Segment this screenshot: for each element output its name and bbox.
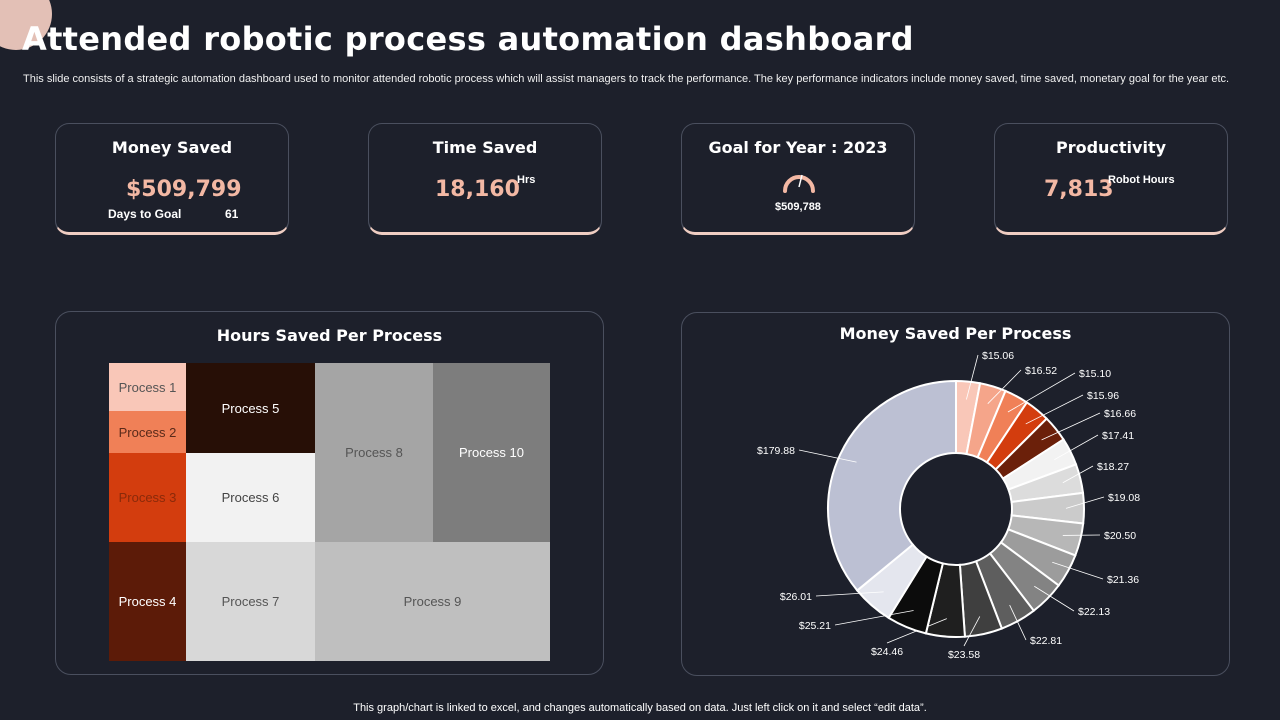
donut-leader-line — [1025, 394, 1084, 425]
treemap-cell-process-4[interactable]: Process 4 — [109, 542, 186, 661]
kpi-value: $509,799 — [126, 177, 242, 202]
treemap-cell-process-3[interactable]: Process 3 — [109, 453, 186, 542]
donut-leader-line — [798, 449, 857, 463]
kpi-unit: Hrs — [517, 174, 536, 186]
donut-leader-line — [1007, 372, 1076, 413]
footer-note: This graph/chart is linked to excel, and… — [353, 702, 927, 714]
donut-data-label: $16.66 — [1104, 408, 1136, 420]
donut-data-label: $19.08 — [1108, 492, 1140, 504]
donut-data-label: $15.06 — [982, 350, 1014, 362]
donut-leader-line — [1052, 561, 1104, 580]
goal-value: $509,788 — [775, 201, 821, 213]
treemap-cell-process-10[interactable]: Process 10 — [433, 363, 550, 542]
kpi-value: 18,160 — [435, 177, 520, 202]
kpi-value: 7,813 — [1044, 177, 1114, 202]
donut-leader-line — [1041, 412, 1101, 441]
treemap-cell-process-7[interactable]: Process 7 — [186, 542, 315, 661]
donut-data-label: $179.88 — [757, 445, 795, 457]
kpi-title: Time Saved — [432, 138, 538, 157]
donut-leader-line — [815, 591, 884, 597]
donut-chart: $15.06 $16.52 $15.10 $15.96 $16.66 $17.41 $18.… — [757, 350, 1140, 661]
donut-leader-line — [1054, 434, 1099, 461]
donut-data-label: $20.50 — [1104, 530, 1136, 542]
donut-slice[interactable] — [827, 379, 957, 592]
days-to-goal-label: Days to Goal — [108, 207, 182, 221]
donut-data-label: $22.81 — [1030, 635, 1062, 647]
page-subtitle: This slide consists of a strategic autom… — [23, 73, 1230, 85]
donut-leader-line — [1062, 465, 1094, 484]
donut-leader-line — [834, 610, 914, 626]
hours-saved-panel: Hours Saved Per Process Process 1 Proces… — [55, 311, 604, 675]
treemap-cell-process-1[interactable]: Process 1 — [109, 363, 186, 411]
treemap-cell-process-5[interactable]: Process 5 — [186, 363, 315, 453]
donut-leader-line — [987, 369, 1022, 404]
kpi-unit: Robot Hours — [1108, 174, 1175, 186]
treemap-cell-process-2[interactable]: Process 2 — [109, 411, 186, 453]
days-to-goal-value: 61 — [225, 207, 239, 221]
donut-data-label: $18.27 — [1097, 461, 1129, 473]
kpi-card-money-saved: Money Saved $509,799 Days to Goal 61 — [55, 123, 289, 235]
treemap-cell-process-6[interactable]: Process 6 — [186, 453, 315, 542]
donut-data-label: $21.36 — [1107, 574, 1139, 586]
kpi-title: Money Saved — [111, 138, 233, 157]
donut-data-label: $17.41 — [1102, 430, 1134, 442]
donut-data-label: $15.10 — [1079, 368, 1111, 380]
kpi-title: Goal for Year : 2023 — [708, 138, 888, 157]
kpi-title: Productivity — [1055, 138, 1167, 157]
donut-leader-line — [1009, 604, 1027, 641]
donut-data-label: $16.52 — [1025, 365, 1057, 377]
kpi-card-productivity: Productivity 7,813 Robot Hours — [994, 123, 1228, 235]
treemap-chart: Process 1 Process 2 Process 3 Process 4 … — [109, 363, 550, 661]
donut-title: Money Saved Per Process — [839, 324, 1072, 343]
treemap-cell-process-9[interactable]: Process 9 — [315, 542, 550, 661]
donut-data-label: $15.96 — [1087, 390, 1119, 402]
donut-data-label: $23.58 — [948, 649, 980, 661]
treemap-cell-process-8[interactable]: Process 8 — [315, 363, 433, 542]
donut-leader-line — [963, 616, 981, 647]
donut-data-label: $25.21 — [799, 620, 831, 632]
donut-leader-line — [1034, 585, 1075, 612]
gauge-icon — [783, 174, 815, 193]
treemap-title: Hours Saved Per Process — [216, 326, 443, 345]
donut-data-label: $24.46 — [871, 646, 903, 658]
kpi-card-time-saved: Time Saved 18,160 Hrs — [368, 123, 602, 235]
donut-leader-line — [966, 354, 979, 400]
kpi-card-goal: Goal for Year : 2023 $509,788 — [681, 123, 915, 235]
donut-data-label: $22.13 — [1078, 606, 1110, 618]
money-saved-panel: Money Saved Per Process $15.06 $16.52 $15.… — [681, 312, 1230, 676]
donut-leader-line — [1065, 496, 1105, 509]
page-title: Attended robotic process automation dash… — [22, 20, 914, 58]
donut-data-label: $26.01 — [780, 591, 812, 603]
